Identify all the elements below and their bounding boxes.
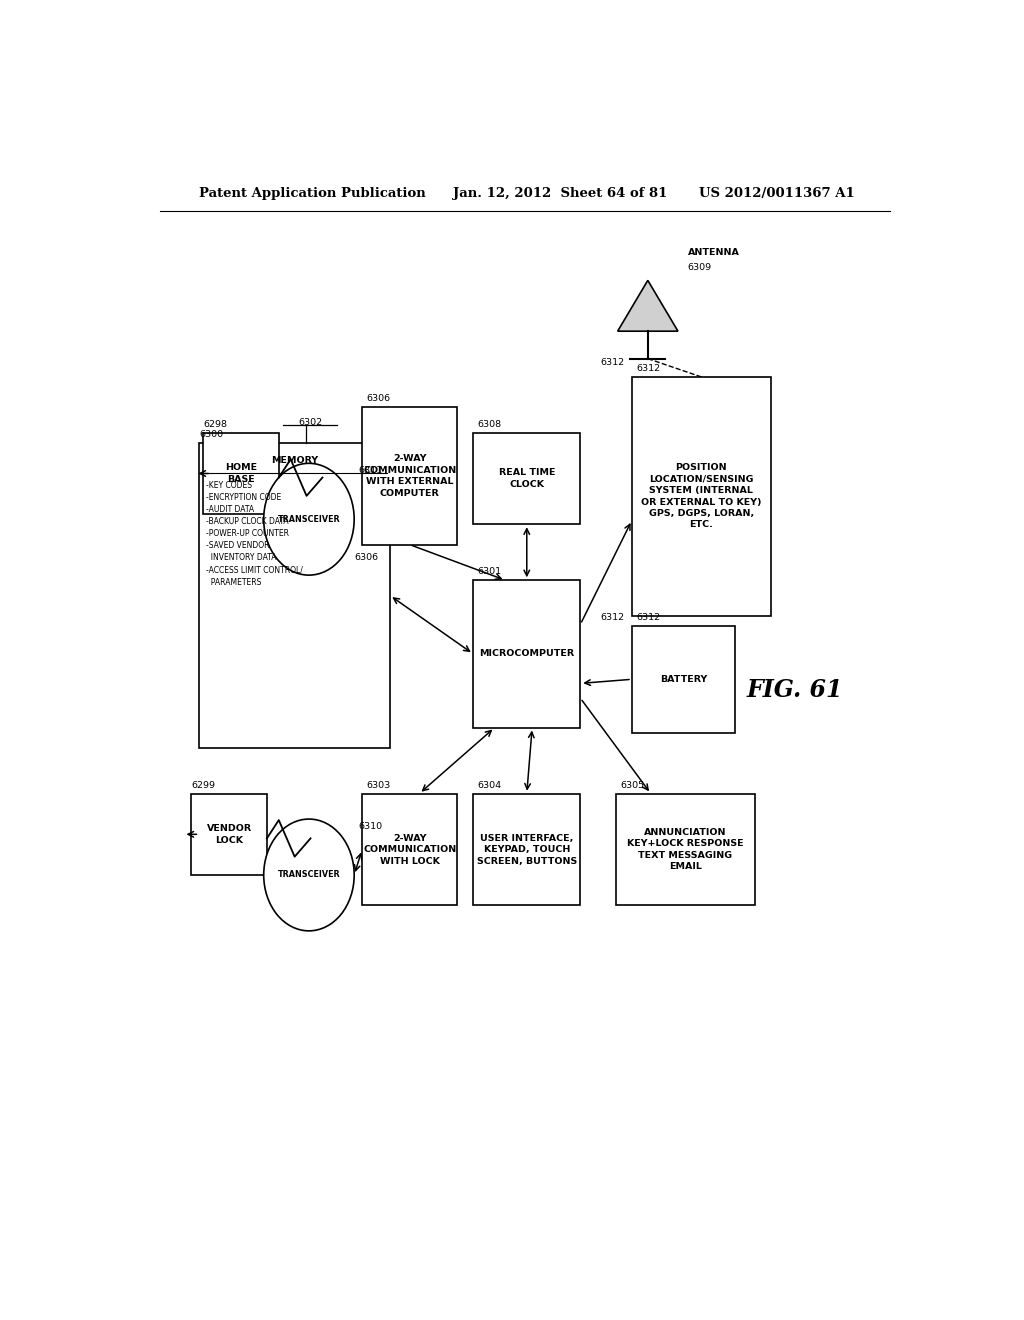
Text: 6309: 6309 [687, 263, 712, 272]
Text: ANTENNA: ANTENNA [687, 248, 739, 257]
Text: 6300: 6300 [200, 430, 223, 438]
Text: TRANSCEIVER: TRANSCEIVER [278, 870, 340, 879]
Bar [191, 793, 267, 875]
Bar [362, 793, 458, 906]
Text: 6312: 6312 [600, 358, 625, 367]
Text: 6312: 6312 [636, 364, 660, 372]
Text: FIG. 61: FIG. 61 [748, 678, 844, 702]
Text: 6302: 6302 [298, 417, 323, 426]
Bar [362, 408, 458, 545]
Text: 6312: 6312 [600, 612, 625, 622]
Bar [632, 378, 771, 615]
Bar [473, 581, 581, 727]
Text: 6312: 6312 [636, 612, 660, 622]
Text: USER INTERFACE,
KEYPAD, TOUCH
SCREEN, BUTTONS: USER INTERFACE, KEYPAD, TOUCH SCREEN, BU… [476, 834, 577, 866]
Text: 6311: 6311 [358, 466, 382, 475]
Text: POSITION
LOCATION/SENSING
SYSTEM (INTERNAL
OR EXTERNAL TO KEY)
GPS, DGPS, LORAN,: POSITION LOCATION/SENSING SYSTEM (INTERN… [641, 463, 762, 529]
Text: 2-WAY
COMMUNICATION
WITH LOCK: 2-WAY COMMUNICATION WITH LOCK [364, 834, 457, 866]
Text: 2-WAY
COMMUNICATION
WITH EXTERNAL
COMPUTER: 2-WAY COMMUNICATION WITH EXTERNAL COMPUT… [364, 454, 457, 498]
Bar [473, 433, 581, 524]
Bar [632, 626, 735, 733]
Text: US 2012/0011367 A1: US 2012/0011367 A1 [699, 187, 855, 201]
Text: 6308: 6308 [477, 420, 502, 429]
Text: 6304: 6304 [477, 780, 502, 789]
Text: 6306: 6306 [354, 553, 378, 562]
Bar [200, 444, 390, 748]
Text: Jan. 12, 2012  Sheet 64 of 81: Jan. 12, 2012 Sheet 64 of 81 [454, 187, 668, 201]
Text: REAL TIME
CLOCK: REAL TIME CLOCK [499, 469, 555, 488]
Text: 6310: 6310 [358, 822, 382, 832]
Text: 6301: 6301 [477, 568, 502, 576]
Bar [473, 793, 581, 906]
Text: -KEY CODES
-ENCRYPTION CODE
-AUDIT DATA
-BACKUP CLOCK DATA
-POWER-UP COUNTER
-SA: -KEY CODES -ENCRYPTION CODE -AUDIT DATA … [206, 480, 303, 587]
Text: 6299: 6299 [191, 780, 215, 789]
Bar [204, 433, 279, 515]
Text: 6306: 6306 [367, 395, 390, 404]
Text: HOME
BASE: HOME BASE [225, 463, 257, 483]
Text: TRANSCEIVER: TRANSCEIVER [278, 515, 340, 524]
Text: MICROCOMPUTER: MICROCOMPUTER [479, 649, 574, 659]
Polygon shape [617, 280, 678, 331]
Text: Patent Application Publication: Patent Application Publication [200, 187, 426, 201]
Text: BATTERY: BATTERY [659, 675, 708, 684]
Text: 6303: 6303 [367, 780, 390, 789]
Bar [616, 793, 755, 906]
Ellipse shape [264, 463, 354, 576]
Text: 6305: 6305 [620, 780, 644, 789]
Text: 6298: 6298 [204, 420, 227, 429]
Text: ANNUNCIATION
KEY+LOCK RESPONSE
TEXT MESSAGING
EMAIL: ANNUNCIATION KEY+LOCK RESPONSE TEXT MESS… [627, 828, 743, 871]
Ellipse shape [264, 818, 354, 931]
Text: VENDOR
LOCK: VENDOR LOCK [207, 824, 252, 845]
Text: MEMORY: MEMORY [271, 457, 318, 465]
